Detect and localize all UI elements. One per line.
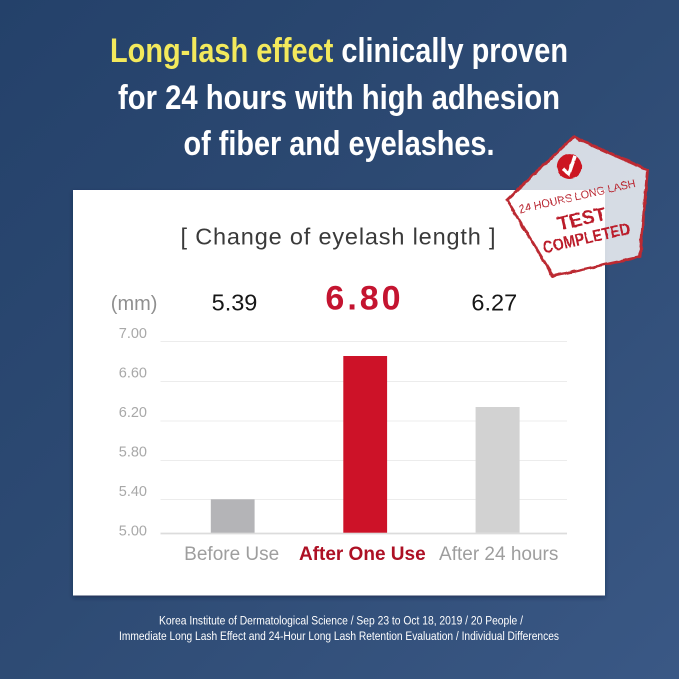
svg-text:Immediate Long Lash Effect and: Immediate Long Lash Effect and 24-Hour L… (119, 629, 559, 643)
svg-text:Long-lash effect clinically pr: Long-lash effect clinically proven (110, 32, 568, 70)
svg-text:5.00: 5.00 (119, 524, 147, 540)
svg-text:7.00: 7.00 (119, 326, 147, 342)
svg-text:for 24 hours with high adhesio: for 24 hours with high adhesion (118, 79, 560, 117)
svg-text:5.80: 5.80 (119, 445, 147, 461)
svg-text:6.20: 6.20 (119, 405, 147, 421)
svg-text:[ Change of eyelash length ]: [ Change of eyelash length ] (181, 224, 496, 250)
svg-text:6.27: 6.27 (471, 290, 517, 316)
svg-text:6.80: 6.80 (325, 280, 403, 318)
svg-text:After One Use: After One Use (299, 544, 426, 565)
svg-text:5.40: 5.40 (119, 484, 147, 500)
svg-text:(mm): (mm) (111, 293, 158, 315)
svg-text:6.60: 6.60 (119, 366, 147, 382)
svg-text:After 24 hours: After 24 hours (439, 544, 558, 565)
svg-text:5.39: 5.39 (212, 290, 258, 316)
svg-text:Korea Institute of Dermatologi: Korea Institute of Dermatological Scienc… (159, 613, 524, 627)
svg-text:of fiber and eyelashes.: of fiber and eyelashes. (184, 125, 495, 163)
svg-text:Before Use: Before Use (184, 544, 279, 565)
